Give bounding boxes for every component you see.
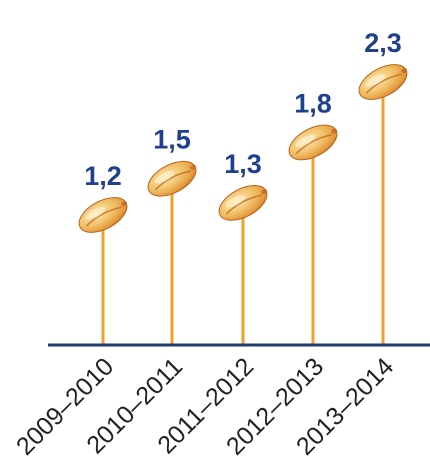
wheat-grain-icon <box>288 124 338 161</box>
wheat-grain-icon <box>218 184 268 221</box>
data-label-3: 1,8 <box>294 88 332 118</box>
data-label-4: 2,3 <box>364 28 402 58</box>
wheat-grain-icon <box>78 197 128 233</box>
grains-layer <box>78 64 408 233</box>
stems-layer <box>101 94 385 345</box>
wheat-grain-icon <box>358 64 408 100</box>
value-labels-layer: 1,2 1,5 1,3 1,8 2,3 <box>84 28 402 191</box>
data-label-1: 1,5 <box>153 125 191 155</box>
wheat-grain-icon <box>147 160 197 197</box>
x-tick-labels-layer: 2009–20102010–20112011–20122012–20132013… <box>11 352 399 460</box>
data-label-2: 1,3 <box>224 149 262 179</box>
data-label-0: 1,2 <box>84 161 122 191</box>
